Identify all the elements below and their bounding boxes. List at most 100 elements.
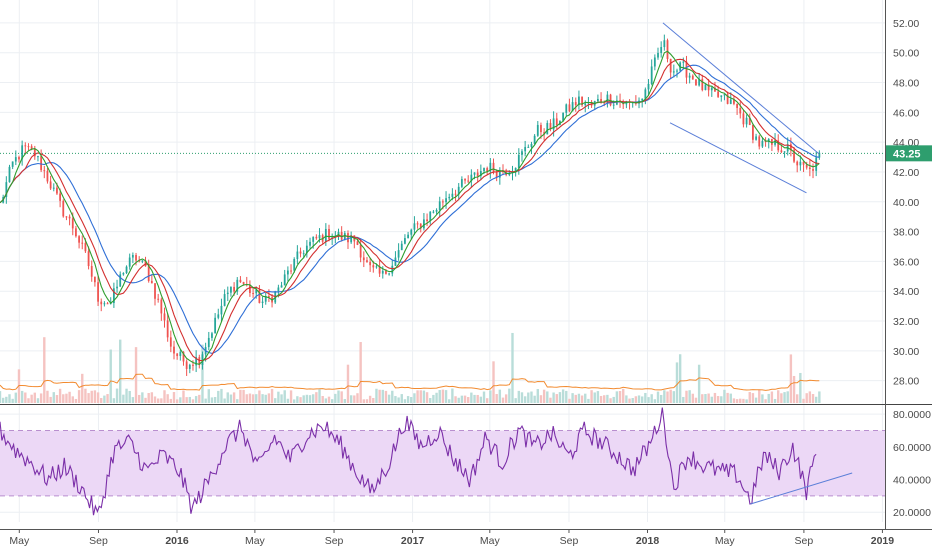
upper-trendline[interactable]	[663, 23, 819, 154]
candle-body	[692, 76, 694, 80]
volume-bar	[486, 398, 488, 403]
candle-body	[436, 210, 438, 212]
time-tick-label: 2016	[165, 535, 189, 547]
volume-bar	[375, 389, 377, 403]
candle-body	[284, 274, 286, 285]
volume-bar	[476, 395, 478, 403]
candle-body	[385, 271, 387, 274]
lower-trendline[interactable]	[670, 123, 806, 193]
candle-body	[739, 108, 741, 113]
volume-bar	[258, 390, 260, 403]
volume-bar	[669, 390, 671, 403]
candle-body	[483, 168, 485, 171]
volume-bar	[451, 389, 453, 403]
candle-body	[160, 300, 162, 314]
volume-bar	[8, 394, 10, 403]
volume-bar	[533, 396, 535, 403]
volume-bar	[198, 395, 200, 403]
candle-body	[192, 365, 194, 366]
candle-body	[477, 173, 479, 177]
candle-body	[59, 194, 61, 201]
volume-bar	[413, 393, 415, 403]
candle-body	[762, 141, 764, 147]
volume-bar	[416, 390, 418, 403]
candle-body	[372, 265, 374, 267]
volume-bar	[660, 395, 662, 403]
candle-body	[319, 235, 321, 238]
volume-bar	[695, 398, 697, 403]
volume-bar	[271, 389, 273, 403]
candle-body	[357, 241, 359, 244]
candle-body	[132, 255, 134, 258]
volume-bar	[103, 396, 105, 403]
candle-body	[129, 258, 131, 267]
volume-bar	[597, 391, 599, 403]
volume-bar	[185, 397, 187, 403]
volume-bar	[537, 389, 539, 403]
volume-bar	[353, 395, 355, 403]
candle-body	[167, 320, 169, 337]
candle-body	[414, 223, 416, 229]
candle-body	[398, 250, 400, 257]
volume-bar	[590, 390, 592, 403]
candle-body	[540, 125, 542, 132]
candle-body	[62, 201, 64, 217]
price-tick-label: 32.00	[893, 316, 919, 328]
candle-body	[717, 92, 719, 97]
candle-body	[12, 162, 14, 167]
candle-body	[325, 229, 327, 242]
volume-bar	[584, 394, 586, 403]
price-tick-label: 28.00	[893, 376, 919, 388]
volume-bar	[556, 394, 558, 403]
candles	[2, 35, 820, 376]
volume-bar	[261, 394, 263, 403]
candle-body	[426, 219, 428, 221]
price-tick-label: 30.00	[893, 346, 919, 358]
volume-bar	[249, 394, 251, 403]
ma-mid-line	[0, 59, 819, 360]
candle-body	[179, 352, 181, 356]
volume-bar	[638, 395, 640, 403]
time-tick-label: Sep	[795, 535, 814, 547]
time-tick-label: May	[9, 535, 30, 547]
time-tick-label: 2017	[401, 535, 425, 547]
volume-bar	[530, 392, 532, 403]
volume-bar	[388, 395, 390, 403]
volume-bar	[337, 391, 339, 403]
rsi-pane	[0, 408, 885, 516]
volume-bar	[68, 392, 70, 403]
candle-body	[40, 156, 42, 170]
rsi-tick-label: 20.0000	[893, 507, 931, 519]
volume-bar	[458, 398, 460, 403]
volume-bar	[11, 399, 13, 403]
candle-body	[584, 103, 586, 105]
volume-bar	[606, 395, 608, 403]
candle-body	[154, 283, 156, 298]
candle-body	[81, 243, 83, 244]
volume-bar	[113, 398, 115, 403]
price-tick-label: 52.00	[893, 18, 919, 30]
volume-bar	[274, 398, 276, 403]
volume-bar	[236, 399, 238, 403]
volume-bar	[726, 393, 728, 403]
volume-bar	[518, 391, 520, 403]
volume-bar	[397, 397, 399, 403]
volume-bar	[429, 398, 431, 403]
candle-body	[151, 281, 153, 283]
volume-bar	[679, 354, 681, 403]
candle-body	[524, 147, 526, 151]
candle-body	[743, 113, 745, 124]
candle-body	[189, 365, 191, 369]
volume-bar	[287, 399, 289, 403]
volume-bar	[742, 399, 744, 403]
candle-body	[262, 302, 264, 303]
candle-body	[103, 303, 105, 304]
volume-bar	[552, 392, 554, 403]
volume-bar	[657, 392, 659, 403]
volume-bar	[654, 399, 656, 403]
volume-bar	[293, 399, 295, 403]
volume-bar	[540, 395, 542, 403]
volume-bar	[242, 390, 244, 403]
